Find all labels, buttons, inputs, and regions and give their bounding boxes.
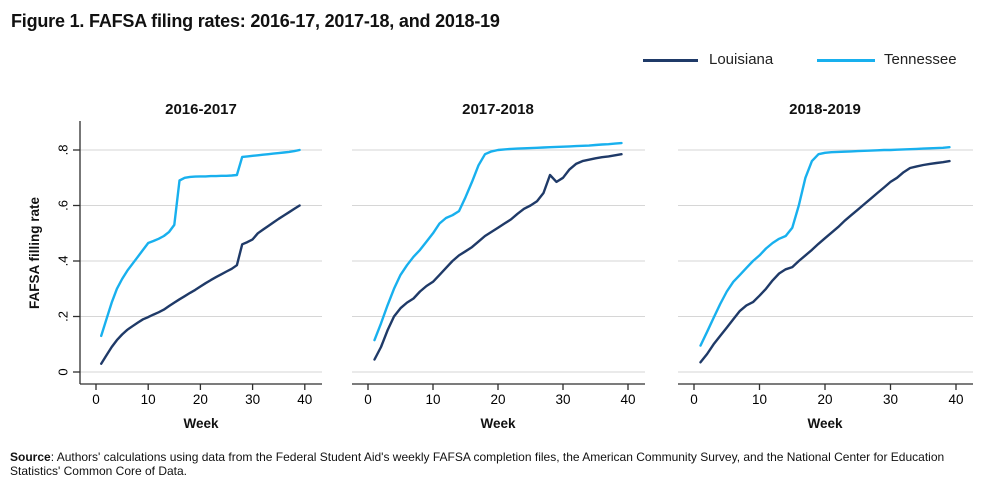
svg-text:20: 20 — [490, 392, 505, 407]
line-louisiana-2017-2018 — [373, 152, 623, 361]
legend-line-louisiana — [643, 59, 698, 62]
svg-text:.6: .6 — [56, 200, 71, 211]
source-text: : Authors' calculations using data from … — [10, 450, 945, 479]
svg-text:40: 40 — [297, 392, 312, 407]
svg-text:10: 10 — [752, 392, 767, 407]
line-tennessee-2018-2019 — [699, 145, 951, 347]
panel-2018-2019: 0 10 20 30 40 — [678, 145, 973, 407]
legend-label-louisiana: Louisiana — [709, 51, 774, 68]
svg-text:30: 30 — [883, 392, 898, 407]
svg-text:.8: .8 — [56, 145, 71, 156]
svg-text:40: 40 — [948, 392, 963, 407]
x-axis-title-panel1: Week — [183, 416, 219, 431]
svg-text:.2: .2 — [56, 311, 71, 322]
line-tennessee-2016-2017 — [99, 148, 301, 338]
line-louisiana-2018-2019 — [699, 159, 951, 364]
line-louisiana-2016-2017 — [99, 204, 301, 365]
svg-text:0: 0 — [690, 392, 698, 407]
svg-text:0: 0 — [364, 392, 372, 407]
x-axis-title-panel2: Week — [480, 416, 516, 431]
svg-text:20: 20 — [193, 392, 208, 407]
figure-title: Figure 1. FAFSA filing rates: 2016-17, 2… — [11, 11, 500, 31]
legend-label-tennessee: Tennessee — [884, 51, 957, 68]
svg-text:10: 10 — [425, 392, 440, 407]
panel-title-2017-2018: 2017-2018 — [462, 101, 534, 118]
source-note: Source: Authors' calculations using data… — [10, 450, 994, 479]
panel-title-2018-2019: 2018-2019 — [789, 101, 861, 118]
svg-text:.4: .4 — [56, 256, 71, 267]
svg-text:10: 10 — [141, 392, 156, 407]
svg-text:30: 30 — [555, 392, 570, 407]
x-axis-title-panel3: Week — [807, 416, 843, 431]
panel-2016-2017: 0 10 20 30 40 0 .2 .4 .6 .8 — [56, 121, 322, 407]
source-label: Source — [10, 450, 51, 464]
svg-text:0: 0 — [92, 392, 100, 407]
legend-line-tennessee — [817, 59, 875, 62]
panel-title-2016-2017: 2016-2017 — [165, 101, 237, 118]
svg-text:30: 30 — [245, 392, 260, 407]
line-tennessee-2017-2018 — [373, 141, 623, 342]
panel-2017-2018: 0 10 20 30 40 — [352, 141, 645, 407]
svg-text:0: 0 — [56, 368, 71, 375]
svg-text:20: 20 — [817, 392, 832, 407]
svg-text:40: 40 — [620, 392, 635, 407]
